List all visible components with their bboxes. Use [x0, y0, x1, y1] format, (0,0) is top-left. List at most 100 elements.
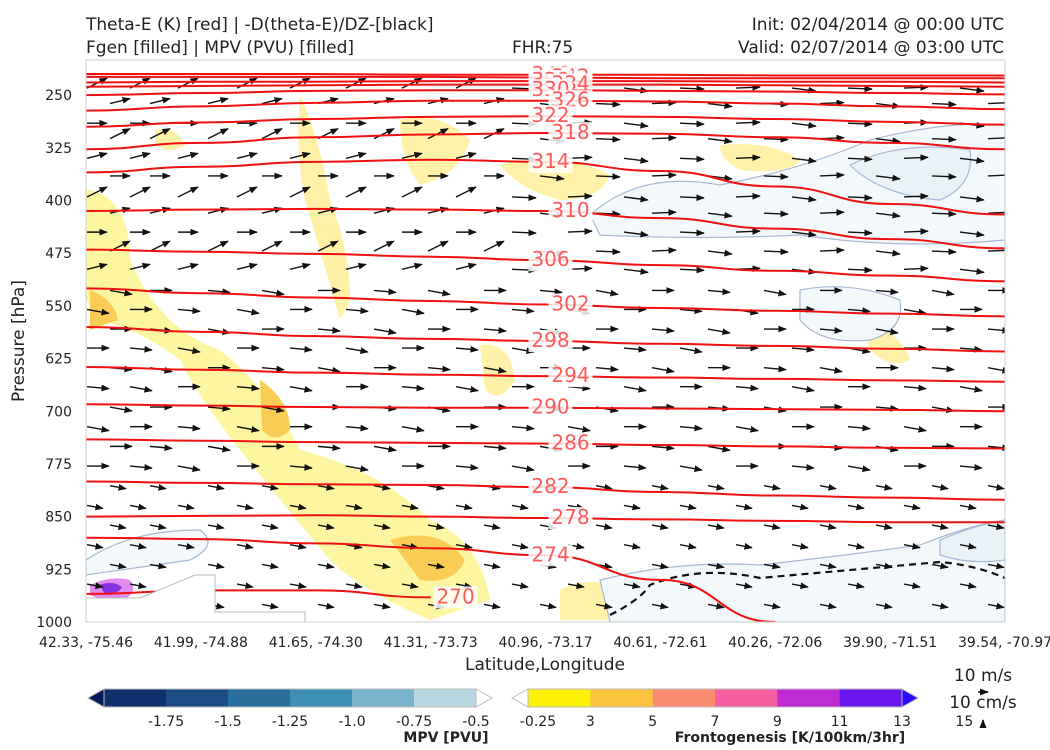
wind-arrow [483, 240, 505, 252]
wind-arrow [567, 192, 593, 200]
wind-arrow [261, 523, 279, 530]
colorbar-cell [715, 689, 778, 707]
wind-arrow [289, 503, 307, 511]
theta-e-label-bg [548, 365, 593, 388]
wind-arrow [679, 307, 703, 315]
wind-arrow [679, 503, 697, 511]
wind-arrow [735, 543, 753, 550]
wind-arrow [875, 405, 899, 412]
wind-arrow [567, 426, 591, 433]
wind-arrow [236, 151, 258, 160]
frontogenesis-colorbar: 3 5 7 9 11 13 15 [510, 688, 973, 730]
wind-arrow [651, 99, 677, 107]
wind-arrow [289, 464, 313, 471]
wind-arrow [875, 484, 893, 491]
frontogenesis-colorbar-label: Frontogenesis [K/100km/3hr] [675, 730, 905, 746]
wind-arrow [819, 99, 845, 107]
wind-arrow [149, 444, 173, 452]
wind-arrow [207, 484, 225, 491]
wind-arrow [236, 262, 258, 271]
wind-arrow [149, 128, 171, 140]
x-axis-label: Latitude,Longitude [465, 655, 625, 675]
wind-arrow [903, 192, 929, 200]
wind-arrow [109, 562, 127, 570]
terrain-mask [85, 574, 306, 623]
wind-arrow [401, 262, 423, 271]
y-tick-label: 775 [45, 457, 72, 473]
wind-arrow [763, 173, 789, 180]
wind-arrow [651, 134, 677, 142]
wind-arrow [819, 327, 843, 334]
title-left-2: Fgen [filled] | MPV (PVU) [filled] [86, 38, 354, 58]
wind-arrow [735, 384, 759, 392]
plot-frame [85, 59, 1006, 623]
wind-arrow [373, 484, 391, 491]
wind-arrow [847, 582, 865, 589]
wind-arrow [819, 209, 845, 216]
wind-arrow [483, 444, 507, 452]
wind-arrow [427, 289, 451, 297]
wind-arrow [373, 445, 397, 453]
wind-arrow [763, 484, 781, 491]
wind-arrow [86, 384, 110, 392]
wind-arrow [455, 385, 479, 393]
wind-arrow [373, 562, 391, 570]
wind-arrow [86, 151, 108, 160]
colorbar-cell [414, 689, 477, 707]
theta-e-label-bg [528, 544, 573, 567]
wind-arrow [177, 347, 201, 354]
wind-arrow [987, 367, 1005, 374]
wind-arrow [763, 210, 789, 218]
colorbar-cell [352, 689, 415, 707]
theta-e-label-bg [548, 507, 593, 530]
theta-e-label: 318 [551, 120, 589, 144]
wind-arrow [149, 562, 167, 570]
wind-arrow [86, 186, 108, 198]
wind-arrow [149, 240, 171, 252]
wind-arrow [847, 229, 873, 237]
wind-arrow [903, 543, 921, 550]
wind-arrow [401, 503, 419, 511]
wind-arrow [109, 97, 131, 105]
shaded-region [86, 190, 490, 620]
y-tick-label: 325 [45, 141, 72, 157]
wind-arrow [987, 327, 1005, 334]
wind-arrow [651, 247, 677, 254]
wind-arrow [735, 154, 761, 162]
wind-arrow [109, 289, 133, 297]
colorbar-cap [475, 688, 494, 708]
x-tick-label: 40.26, -72.06 [728, 635, 822, 651]
theta-e-label-bg [548, 122, 593, 145]
colorbar-cell [652, 689, 716, 707]
wind-arrow [763, 289, 787, 297]
wind-arrow [401, 384, 425, 392]
theta-e-label: 290 [531, 395, 569, 419]
wind-arrow [847, 266, 873, 274]
vector-key-vertical: 10 cm/s [949, 693, 1017, 713]
wind-arrow [177, 151, 199, 160]
colorbar-cap [901, 688, 920, 708]
wind-arrow [679, 266, 705, 274]
wind-arrow [86, 582, 104, 589]
y-tick-label: 475 [45, 246, 72, 262]
wind-arrow [819, 247, 845, 254]
vector-key-horizontal: 10 m/s [954, 666, 1012, 686]
theta-e-label: 314 [531, 149, 569, 173]
theta-e-label-bg [548, 200, 593, 223]
theta-e-line [86, 589, 431, 599]
x-tick-label: 40.61, -72.61 [613, 635, 707, 651]
wind-arrow [261, 289, 285, 297]
wind-arrow [317, 444, 341, 452]
y-tick-label: 625 [45, 352, 72, 368]
wind-arrow [261, 240, 283, 252]
wind-arrow [791, 464, 815, 471]
wind-arrow [595, 289, 619, 297]
wind-arrow [959, 582, 977, 589]
wind-arrow [261, 484, 279, 491]
wind-arrow [129, 503, 147, 511]
colorbar-cap [510, 688, 529, 708]
colorbar-frame [527, 688, 903, 708]
x-tick-label: 41.31, -73.73 [384, 635, 478, 651]
wind-arrow [651, 444, 675, 452]
